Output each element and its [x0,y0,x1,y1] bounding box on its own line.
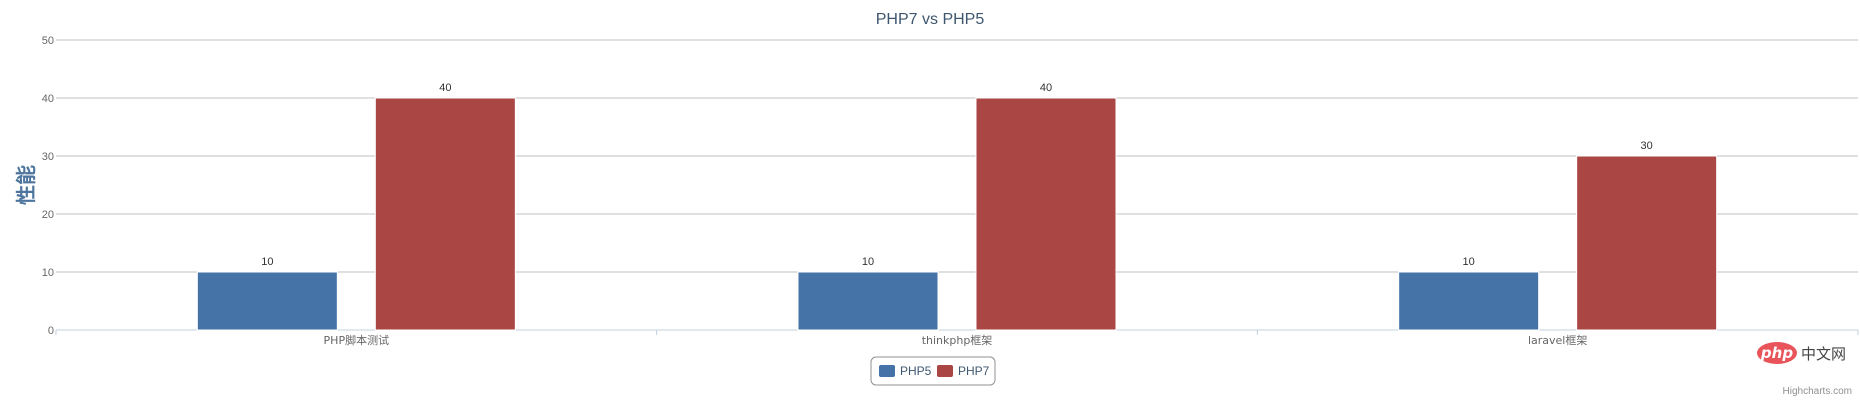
x-axis [55,329,1859,335]
data-label: 40 [1040,82,1052,94]
legend-box [870,356,996,386]
data-label: 30 [1641,140,1653,152]
bar-php7[interactable] [1576,155,1718,331]
y-axis-tick-labels: 0 10 20 30 40 50 [42,35,54,337]
data-labels: 10 40 10 40 10 30 [261,82,1653,268]
legend-swatch-php7[interactable] [937,365,953,377]
y-tick-label: 20 [42,209,54,221]
watermark-site-text: 中文网 [1800,344,1846,363]
credits-link[interactable]: Highcharts.com [1783,386,1852,397]
chart-title: PHP7 vs PHP5 [876,11,985,28]
data-label: 10 [1463,256,1475,268]
legend[interactable]: PHP5 PHP7 [870,356,996,386]
x-category-label: laravel框架 [1528,334,1587,347]
y-tick-label: 0 [48,325,54,337]
data-label: 40 [439,82,451,94]
y-tick-label: 50 [42,35,54,47]
y-axis-label: 性能 [14,165,38,205]
y-tick-label: 30 [42,151,54,163]
site-watermark: php 中文网 [1756,342,1846,364]
y-tick-label: 40 [42,93,54,105]
y-tick-label: 10 [42,267,54,279]
data-label: 10 [862,256,874,268]
bar-php7[interactable] [975,97,1117,331]
legend-swatch-php5[interactable] [879,365,895,377]
bar-php7[interactable] [374,97,516,331]
php-logo-icon: php [1756,342,1797,364]
legend-item-php7[interactable]: PHP7 [958,364,990,378]
bar-php5[interactable] [196,271,338,331]
bar-php5[interactable] [1398,271,1540,331]
data-label: 10 [261,256,273,268]
bar-php5[interactable] [797,271,939,331]
x-category-label: PHP脚本测试 [324,333,390,347]
x-axis-category-labels: PHP脚本测试 thinkphp框架 laravel框架 [324,333,1588,347]
bar-series [196,97,1718,331]
x-category-label: thinkphp框架 [922,334,993,347]
legend-item-php5[interactable]: PHP5 [900,364,932,378]
